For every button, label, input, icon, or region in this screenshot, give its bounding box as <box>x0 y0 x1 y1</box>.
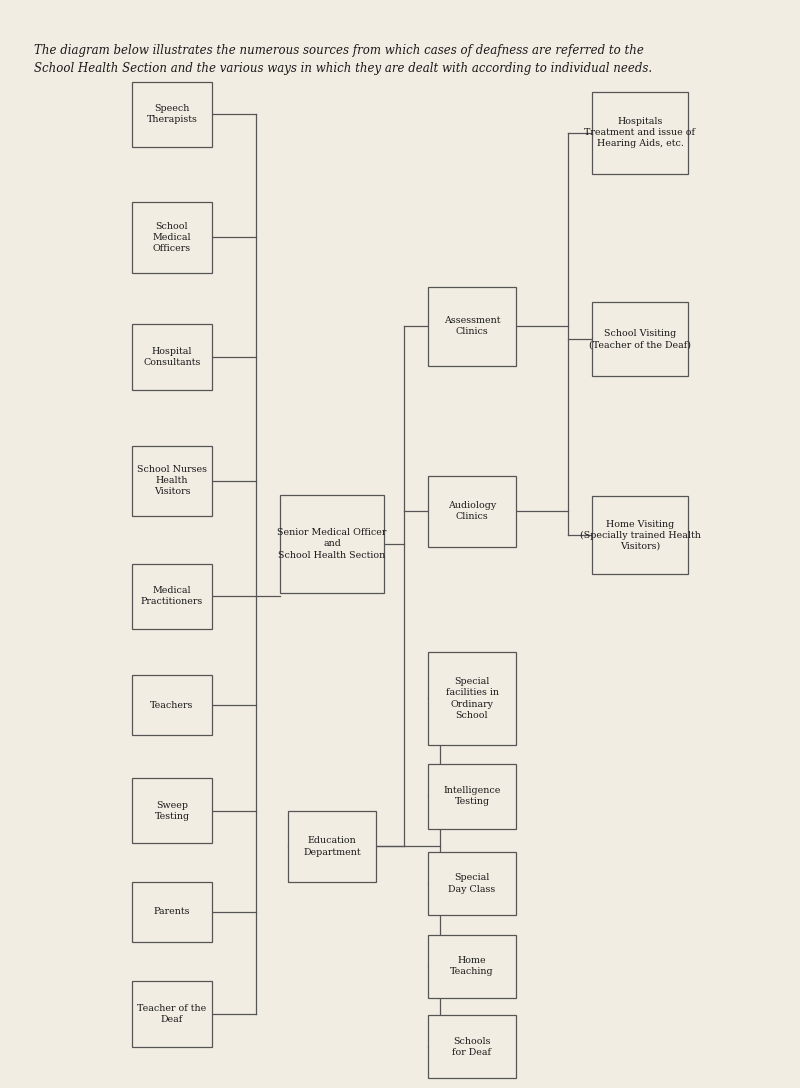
FancyBboxPatch shape <box>132 881 212 941</box>
FancyBboxPatch shape <box>132 675 212 735</box>
Text: Medical
Practitioners: Medical Practitioners <box>141 586 203 606</box>
FancyBboxPatch shape <box>132 324 212 390</box>
Text: Audiology
Clinics: Audiology Clinics <box>448 502 496 521</box>
FancyBboxPatch shape <box>428 1015 516 1078</box>
Text: School Nurses
Health
Visitors: School Nurses Health Visitors <box>137 466 207 496</box>
Text: Home
Teaching: Home Teaching <box>450 956 494 976</box>
Text: Speech
Therapists: Speech Therapists <box>146 104 198 124</box>
Text: Sweep
Testing: Sweep Testing <box>154 801 190 820</box>
Text: Senior Medical Officer
and
School Health Section: Senior Medical Officer and School Health… <box>278 529 386 559</box>
Text: The diagram below illustrates the numerous sources from which cases of deafness : The diagram below illustrates the numero… <box>34 44 652 74</box>
Text: Parents: Parents <box>154 907 190 916</box>
FancyBboxPatch shape <box>428 652 516 744</box>
Text: Hospital
Consultants: Hospital Consultants <box>143 347 201 367</box>
FancyBboxPatch shape <box>428 852 516 915</box>
FancyBboxPatch shape <box>132 778 212 843</box>
FancyBboxPatch shape <box>280 495 384 593</box>
FancyBboxPatch shape <box>132 82 212 147</box>
FancyBboxPatch shape <box>132 981 212 1047</box>
FancyBboxPatch shape <box>288 812 376 881</box>
Text: Special
Day Class: Special Day Class <box>448 874 496 893</box>
Text: School
Medical
Officers: School Medical Officers <box>153 222 191 252</box>
FancyBboxPatch shape <box>132 446 212 516</box>
FancyBboxPatch shape <box>428 477 516 546</box>
FancyBboxPatch shape <box>132 202 212 272</box>
Text: Schools
for Deaf: Schools for Deaf <box>453 1037 491 1056</box>
Text: Intelligence
Testing: Intelligence Testing <box>443 787 501 806</box>
Text: Education
Department: Education Department <box>303 837 361 856</box>
FancyBboxPatch shape <box>428 764 516 829</box>
FancyBboxPatch shape <box>428 287 516 366</box>
FancyBboxPatch shape <box>592 302 688 376</box>
FancyBboxPatch shape <box>428 935 516 998</box>
Text: Teacher of the
Deaf: Teacher of the Deaf <box>138 1004 206 1024</box>
FancyBboxPatch shape <box>592 496 688 574</box>
Text: Hospitals
Treatment and issue of
Hearing Aids, etc.: Hospitals Treatment and issue of Hearing… <box>585 118 695 148</box>
Text: Special
facilities in
Ordinary
School: Special facilities in Ordinary School <box>446 678 498 719</box>
FancyBboxPatch shape <box>132 564 212 629</box>
Text: Home Visiting
(Specially trained Health
Visitors): Home Visiting (Specially trained Health … <box>579 520 701 551</box>
Text: Assessment
Clinics: Assessment Clinics <box>444 317 500 336</box>
Text: School Visiting
(Teacher of the Deaf): School Visiting (Teacher of the Deaf) <box>589 330 691 349</box>
FancyBboxPatch shape <box>592 92 688 173</box>
Text: Teachers: Teachers <box>150 701 194 709</box>
